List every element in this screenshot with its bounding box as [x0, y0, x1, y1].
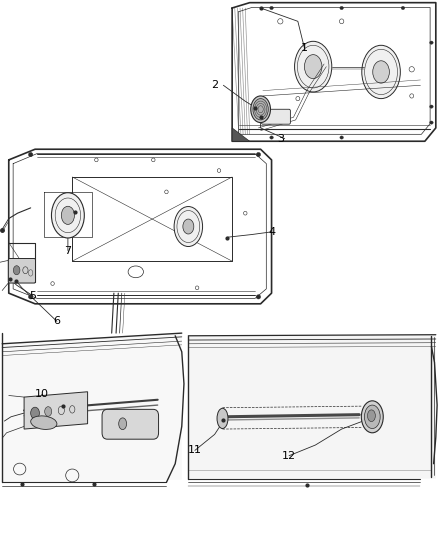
Text: 11: 11	[188, 446, 202, 455]
Ellipse shape	[119, 418, 127, 430]
Text: 1: 1	[301, 43, 308, 53]
Ellipse shape	[430, 41, 433, 44]
Ellipse shape	[13, 265, 20, 275]
Ellipse shape	[45, 407, 52, 416]
Ellipse shape	[28, 152, 33, 157]
Ellipse shape	[31, 416, 57, 430]
Ellipse shape	[256, 295, 261, 299]
Polygon shape	[232, 128, 250, 141]
Text: 3: 3	[277, 134, 284, 143]
Ellipse shape	[294, 42, 332, 92]
Text: 4: 4	[268, 227, 275, 237]
Ellipse shape	[270, 6, 273, 10]
Text: 2: 2	[211, 80, 218, 90]
Ellipse shape	[430, 105, 433, 108]
Ellipse shape	[340, 6, 343, 10]
Text: 7: 7	[64, 246, 71, 255]
Ellipse shape	[174, 207, 203, 247]
Polygon shape	[24, 392, 88, 429]
Text: 5: 5	[29, 291, 36, 301]
Ellipse shape	[340, 136, 343, 139]
Ellipse shape	[28, 295, 33, 299]
Ellipse shape	[367, 410, 375, 422]
FancyBboxPatch shape	[8, 259, 35, 283]
Ellipse shape	[217, 408, 228, 429]
Ellipse shape	[256, 152, 261, 157]
Polygon shape	[2, 333, 182, 482]
FancyBboxPatch shape	[102, 409, 159, 439]
Ellipse shape	[362, 45, 400, 99]
Polygon shape	[188, 335, 436, 479]
Ellipse shape	[183, 219, 194, 234]
Ellipse shape	[31, 407, 39, 419]
Text: 6: 6	[53, 317, 60, 326]
Text: 10: 10	[35, 390, 49, 399]
Ellipse shape	[373, 61, 389, 83]
Ellipse shape	[430, 121, 433, 124]
Ellipse shape	[364, 405, 380, 429]
Ellipse shape	[251, 96, 271, 123]
Ellipse shape	[253, 99, 268, 120]
Ellipse shape	[304, 55, 322, 79]
Ellipse shape	[61, 206, 74, 224]
Ellipse shape	[401, 6, 405, 10]
Ellipse shape	[270, 136, 273, 139]
Ellipse shape	[52, 193, 84, 238]
FancyBboxPatch shape	[261, 109, 290, 124]
Text: 12: 12	[282, 451, 296, 461]
Ellipse shape	[361, 401, 383, 433]
